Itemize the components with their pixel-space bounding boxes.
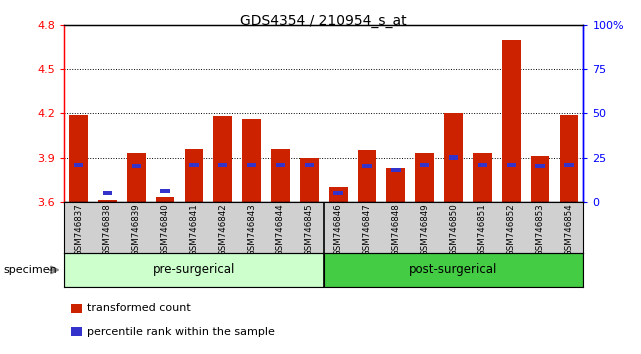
Bar: [247, 162, 256, 167]
Bar: [415, 153, 434, 202]
Bar: [473, 153, 492, 202]
Bar: [362, 164, 372, 169]
Bar: [324, 253, 583, 287]
Bar: [535, 164, 545, 169]
Text: GSM746848: GSM746848: [391, 203, 401, 256]
Bar: [564, 162, 574, 167]
Text: pre-surgerical: pre-surgerical: [153, 263, 235, 276]
Text: GSM746842: GSM746842: [218, 203, 228, 256]
Bar: [64, 253, 324, 287]
Text: GDS4354 / 210954_s_at: GDS4354 / 210954_s_at: [240, 14, 407, 28]
Bar: [276, 162, 285, 167]
Text: GSM746839: GSM746839: [131, 203, 141, 256]
Bar: [444, 113, 463, 202]
Text: percentile rank within the sample: percentile rank within the sample: [87, 327, 274, 337]
Bar: [329, 187, 347, 202]
Bar: [74, 162, 83, 167]
Bar: [502, 40, 520, 202]
Bar: [531, 156, 549, 202]
Bar: [304, 162, 314, 167]
Bar: [69, 115, 88, 202]
Bar: [560, 115, 578, 202]
Text: GSM746843: GSM746843: [247, 203, 256, 256]
Text: GSM746853: GSM746853: [535, 203, 545, 256]
Text: GSM746845: GSM746845: [304, 203, 314, 256]
Text: GSM746851: GSM746851: [478, 203, 487, 256]
Bar: [449, 155, 458, 160]
Text: GSM746849: GSM746849: [420, 203, 429, 256]
Text: GSM746846: GSM746846: [333, 203, 343, 256]
Text: specimen: specimen: [3, 265, 57, 275]
Bar: [333, 191, 343, 195]
Bar: [213, 116, 232, 202]
Text: GSM746847: GSM746847: [362, 203, 372, 256]
Bar: [242, 119, 261, 202]
Bar: [300, 158, 319, 202]
Bar: [103, 191, 112, 195]
Bar: [420, 162, 429, 167]
Bar: [271, 149, 290, 202]
Bar: [391, 168, 401, 172]
Bar: [98, 200, 117, 202]
Bar: [160, 189, 170, 193]
Bar: [156, 198, 174, 202]
Text: GSM746844: GSM746844: [276, 203, 285, 256]
Text: GSM746841: GSM746841: [189, 203, 199, 256]
Text: GSM746838: GSM746838: [103, 203, 112, 256]
Text: post-surgerical: post-surgerical: [410, 263, 497, 276]
Bar: [506, 162, 516, 167]
Text: GSM746837: GSM746837: [74, 203, 83, 256]
Bar: [127, 153, 146, 202]
Bar: [387, 168, 405, 202]
Bar: [131, 164, 141, 169]
Bar: [185, 149, 203, 202]
Text: GSM746852: GSM746852: [506, 203, 516, 256]
Text: GSM746840: GSM746840: [160, 203, 170, 256]
Text: GSM746850: GSM746850: [449, 203, 458, 256]
Bar: [478, 162, 487, 167]
Bar: [218, 162, 228, 167]
Bar: [358, 150, 376, 202]
Text: transformed count: transformed count: [87, 303, 190, 313]
Text: GSM746854: GSM746854: [564, 203, 574, 256]
Bar: [189, 162, 199, 167]
